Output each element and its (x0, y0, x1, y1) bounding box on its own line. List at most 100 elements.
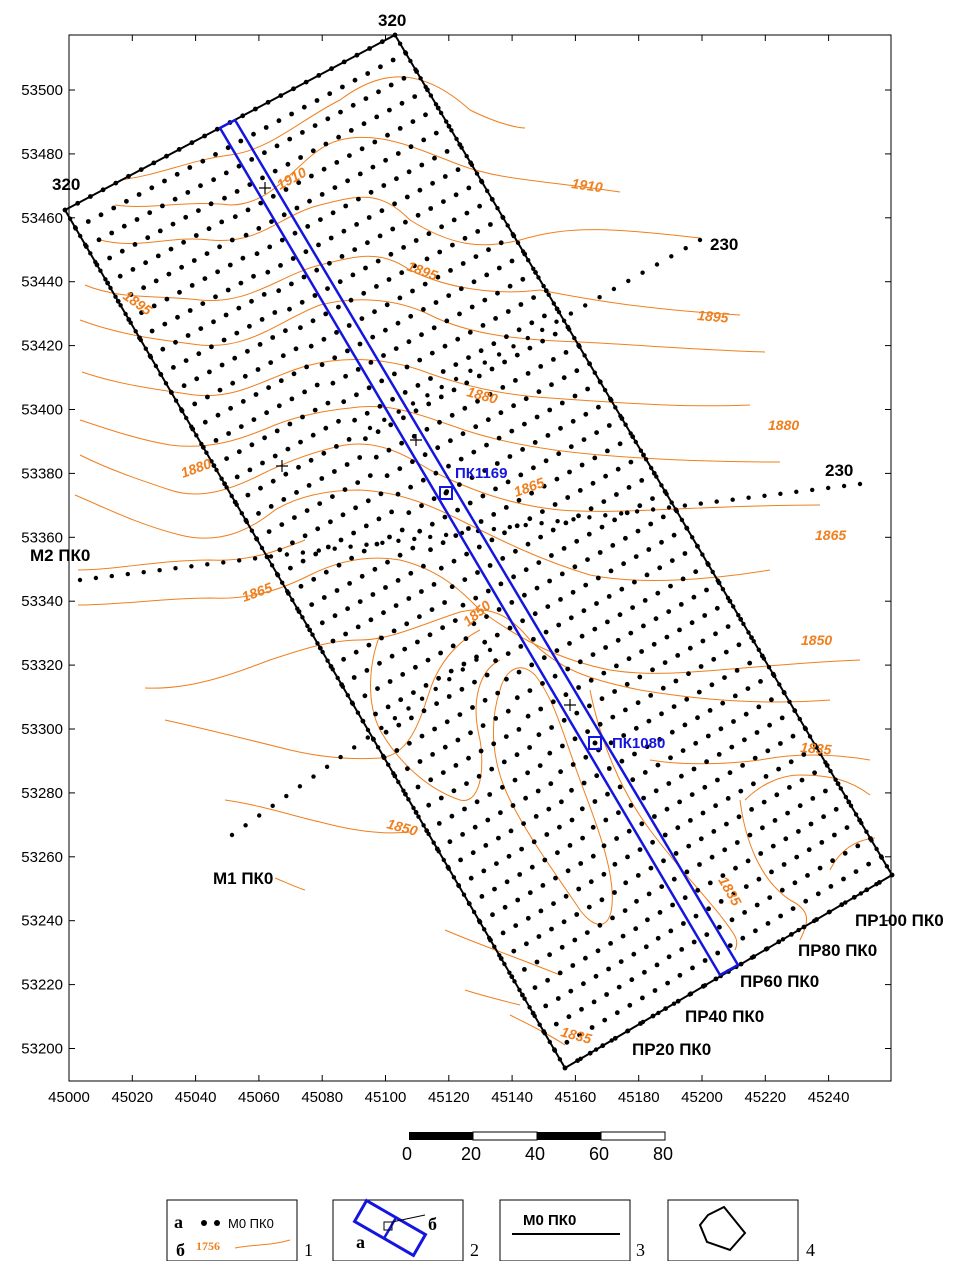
survey-point (531, 839, 537, 845)
survey-point (522, 967, 527, 972)
survey-point (646, 718, 652, 724)
survey-point (380, 540, 385, 545)
survey-point (614, 836, 619, 841)
survey-point (523, 795, 528, 801)
contour-label: 1880 (465, 383, 499, 407)
survey-point (439, 224, 444, 230)
survey-point (698, 664, 704, 669)
survey-point (639, 821, 645, 827)
survey-point (505, 479, 511, 485)
survey-point (243, 823, 248, 828)
survey-point (555, 996, 561, 1001)
survey-point (776, 766, 781, 772)
survey-point (625, 854, 630, 860)
survey-point (315, 526, 321, 532)
survey-point (630, 777, 636, 783)
survey-point (478, 348, 484, 354)
survey-point (230, 380, 236, 386)
survey-point (657, 737, 663, 742)
survey-point (429, 521, 435, 527)
survey-point (223, 170, 229, 176)
survey-point (263, 125, 269, 130)
survey-point (280, 353, 286, 359)
survey-point (375, 258, 381, 264)
survey-point (402, 390, 408, 395)
survey-point (304, 364, 309, 370)
survey-point (482, 697, 488, 703)
survey-point (245, 348, 250, 354)
survey-point (518, 472, 524, 478)
survey-point (192, 401, 198, 407)
survey-point (639, 649, 644, 654)
survey-point (790, 733, 796, 739)
survey-point (444, 719, 450, 725)
survey-point (550, 527, 556, 533)
x-tick-label: 45120 (428, 1089, 470, 1106)
survey-point (293, 346, 299, 352)
survey-point (576, 513, 581, 519)
survey-point (410, 288, 415, 294)
survey-point (532, 440, 538, 445)
survey-point (232, 355, 238, 361)
survey-point (572, 937, 578, 943)
survey-point (361, 548, 367, 554)
survey-point (659, 539, 664, 545)
survey-point (648, 521, 654, 527)
survey-point (467, 500, 473, 506)
survey-point (251, 131, 256, 137)
survey-point (232, 214, 238, 220)
survey-point (260, 175, 265, 181)
survey-point (543, 1003, 549, 1009)
survey-point (379, 208, 385, 214)
survey-point (238, 280, 244, 286)
survey-point (278, 263, 283, 268)
survey-point (355, 480, 361, 485)
survey-point (379, 725, 384, 731)
survey-point (321, 450, 327, 456)
survey-point (603, 473, 608, 479)
survey-point (543, 629, 549, 635)
survey-point (503, 734, 509, 739)
x-tick-label: 45200 (681, 1089, 723, 1106)
survey-point (507, 454, 513, 459)
survey-point (473, 254, 479, 259)
survey-point (587, 703, 592, 709)
survey-point (734, 840, 740, 845)
survey-point (507, 524, 512, 530)
survey-point (474, 657, 479, 662)
survey-point (119, 248, 125, 254)
survey-point (591, 999, 597, 1005)
survey-point (560, 743, 565, 749)
survey-point (143, 260, 149, 266)
survey-point (438, 650, 443, 656)
survey-point (294, 490, 299, 495)
survey-point (449, 412, 455, 418)
survey-point (302, 389, 307, 395)
survey-point (648, 693, 654, 698)
survey-point (421, 137, 427, 143)
survey-point (361, 121, 367, 127)
survey-point (461, 661, 467, 667)
survey-point (597, 550, 603, 555)
survey-point (501, 759, 507, 765)
survey-point (486, 247, 491, 253)
cross-marker (564, 699, 576, 711)
survey-point (669, 729, 675, 735)
survey-point (673, 678, 679, 684)
survey-point (527, 688, 533, 693)
survey-point (281, 497, 287, 502)
survey-point (200, 158, 206, 164)
survey-point (258, 485, 263, 491)
survey-point (453, 376, 459, 382)
survey-point (577, 1032, 582, 1038)
survey-point (264, 410, 269, 416)
survey-point (765, 748, 771, 754)
survey-point (121, 223, 127, 229)
survey-point (364, 542, 369, 547)
survey-point (513, 548, 518, 554)
survey-point (826, 485, 831, 491)
survey-point (245, 207, 251, 213)
survey-point (187, 308, 193, 313)
contour-line (509, 1014, 566, 1046)
survey-point (714, 499, 719, 504)
